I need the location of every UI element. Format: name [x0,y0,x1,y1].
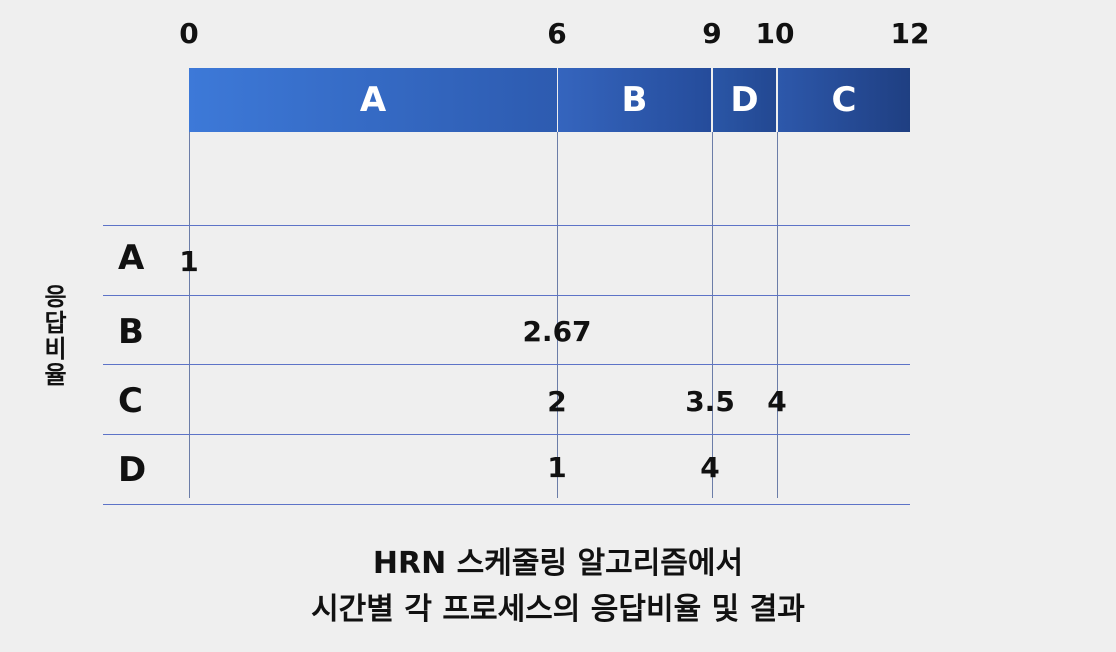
row-label-c: C [118,381,143,421]
caption-line-1: HRN 스케줄링 알고리즘에서 [372,546,744,581]
gantt-segment-a: A [189,68,557,132]
ratio-d-t9: 4 [700,451,720,484]
time-tick-9: 9 [702,17,722,50]
time-guide-10 [777,132,778,498]
time-guide-6 [557,132,558,498]
row-label-b: B [118,312,144,352]
row-label-a: A [118,238,145,278]
row-divider-bottom [103,504,910,505]
ratio-c-t6: 2 [547,385,567,418]
time-guide-0 [189,132,190,498]
ratio-c-t10: 4 [767,385,787,418]
time-guide-9 [712,132,713,498]
gantt-segment-c: C [778,68,910,132]
row-divider-cd [103,434,910,435]
ratio-d-t6: 1 [547,451,567,484]
time-tick-12: 12 [890,17,930,50]
ratio-c-t9: 3.5 [685,385,735,418]
time-tick-0: 0 [179,17,199,50]
row-divider-bc [103,364,910,365]
time-tick-10: 10 [755,17,795,50]
ratio-b-t6: 2.67 [522,315,592,348]
gantt-segment-d: D [713,68,776,132]
caption-line-2: 시간별 각 프로세스의 응답비율 및 결과 [311,592,805,627]
time-tick-6: 6 [547,17,567,50]
row-label-d: D [118,450,147,490]
row-divider-top [103,225,910,226]
gantt-segment-b: B [558,68,711,132]
row-divider-ab [103,295,910,296]
ratio-a-t0: 1 [179,245,199,278]
y-axis-label: 응답비율 [39,284,67,388]
